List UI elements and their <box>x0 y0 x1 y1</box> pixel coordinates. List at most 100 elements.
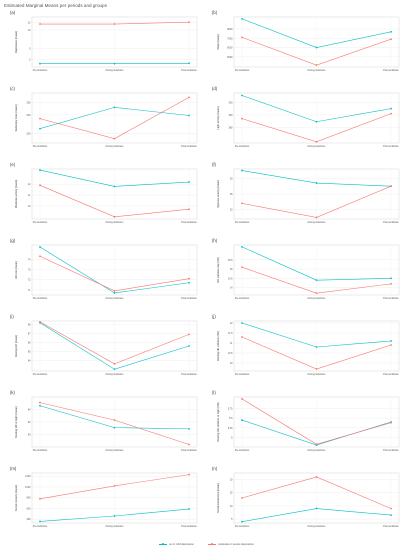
y-tick-label: 12 <box>230 322 233 325</box>
point-mod-severe <box>188 277 190 280</box>
y-tick-label: 12 <box>28 22 31 25</box>
point-no-mild <box>390 514 392 517</box>
point-no-mild <box>390 277 392 280</box>
point-no-mild <box>39 127 41 130</box>
y-tick-label: 250 <box>27 101 32 104</box>
y-tick-label: 72 <box>28 279 31 282</box>
point-no-mild <box>188 345 190 347</box>
point-mod-severe <box>113 137 116 140</box>
y-tick-label: 1000 <box>25 486 31 489</box>
point-no-mild <box>39 246 41 248</box>
y-tick-label: 400 <box>229 114 234 117</box>
panel-label: (b) <box>212 10 218 15</box>
x-tick-label: During lockdown <box>308 373 326 376</box>
legend-key-red <box>207 542 216 546</box>
legend-label-mod-severe: moderate or severe depression <box>217 542 254 546</box>
y-tick-label: 66 <box>28 341 31 344</box>
y-tick-label: 10 <box>28 205 31 208</box>
point-mod-severe <box>315 476 318 478</box>
point-no-mild <box>188 427 190 430</box>
y-tick-label: 5.5 <box>229 417 233 420</box>
x-tick-label: Post-lockdown <box>383 221 399 224</box>
point-mod-severe <box>39 497 41 500</box>
y-tick-label: 73 <box>28 268 31 271</box>
legend-item-mod-severe: moderate or severe depression <box>207 542 254 546</box>
point-mod-severe <box>241 266 243 269</box>
x-tick-label: Post-lockdown <box>181 69 197 72</box>
panel-label: (n) <box>212 466 218 471</box>
y-tick-label: 600 <box>27 507 32 510</box>
y-tick-label: 5 <box>29 47 31 50</box>
point-mod-severe <box>188 21 190 24</box>
point-no-mild <box>188 508 190 510</box>
y-tick-label: 15.5 <box>228 259 233 262</box>
panel-label: (e) <box>10 162 16 167</box>
x-tick-label: Post-lockdown <box>383 373 399 376</box>
x-tick-label: Post-lockdown <box>181 145 197 148</box>
point-mod-severe <box>39 23 41 25</box>
x-tick-label: Pre-lockdown <box>235 525 250 528</box>
y-tick-label: 6000 <box>227 47 233 50</box>
x-tick-label: Pre-lockdown <box>33 449 48 452</box>
point-no-mild <box>39 520 41 523</box>
point-mod-severe <box>241 36 243 39</box>
panel-label: (d) <box>212 86 218 91</box>
x-tick-label: Pre-lockdown <box>33 145 48 148</box>
y-tick-label: 420 <box>229 101 234 104</box>
point-mod-severe <box>390 507 392 510</box>
y-tick-label: 5.25 <box>228 427 233 430</box>
point-mod-severe <box>241 117 243 120</box>
point-mod-severe <box>390 185 392 188</box>
y-axis-label: Social interactions (mean) <box>216 483 220 513</box>
y-tick-label: 68 <box>28 324 31 327</box>
y-tick-label: 11 <box>230 342 233 345</box>
x-tick-label: During lockdown <box>308 297 326 300</box>
x-tick-label: Post-lockdown <box>181 297 197 300</box>
x-tick-label: During lockdown <box>308 145 326 148</box>
point-mod-severe <box>390 344 392 346</box>
y-tick-label: 20 <box>230 209 233 212</box>
x-tick-label: During lockdown <box>308 525 326 528</box>
point-no-mild <box>113 62 116 65</box>
point-mod-severe <box>39 401 41 404</box>
point-no-mild <box>188 281 190 284</box>
panel-label: (l) <box>212 390 216 395</box>
point-mod-severe <box>39 184 41 187</box>
x-tick-label: Pre-lockdown <box>235 69 250 72</box>
point-no-mild <box>241 245 243 248</box>
point-no-mild <box>241 322 243 324</box>
panel-label: (a) <box>10 10 16 15</box>
y-tick-label: 25 <box>230 193 233 196</box>
y-tick-label: 10 <box>230 362 233 365</box>
y-axis-label: Light activity (mean) <box>216 106 220 129</box>
x-tick-label: During lockdown <box>106 449 124 452</box>
point-no-mild <box>315 279 318 282</box>
point-mod-severe <box>241 202 243 205</box>
y-tick-label: 5 <box>231 518 233 521</box>
point-mod-severe <box>113 215 116 218</box>
y-tick-label: 64 <box>28 359 31 362</box>
y-tick-label: 74 <box>28 258 31 261</box>
x-tick-label: Post-lockdown <box>181 221 197 224</box>
x-tick-label: Pre-lockdown <box>235 221 250 224</box>
point-mod-severe <box>39 320 41 323</box>
y-tick-label: 15 <box>230 492 233 495</box>
point-no-mild <box>39 169 41 171</box>
y-axis-label: HR rest (mean) <box>14 261 18 279</box>
x-tick-label: During lockdown <box>106 145 124 148</box>
y-tick-label: 11 <box>28 194 31 197</box>
point-mod-severe <box>113 23 116 25</box>
x-tick-label: During lockdown <box>308 221 326 224</box>
point-no-mild <box>113 368 116 371</box>
panel-label: (c) <box>10 86 15 91</box>
point-mod-severe <box>241 497 243 499</box>
x-tick-label: Pre-lockdown <box>33 373 48 376</box>
